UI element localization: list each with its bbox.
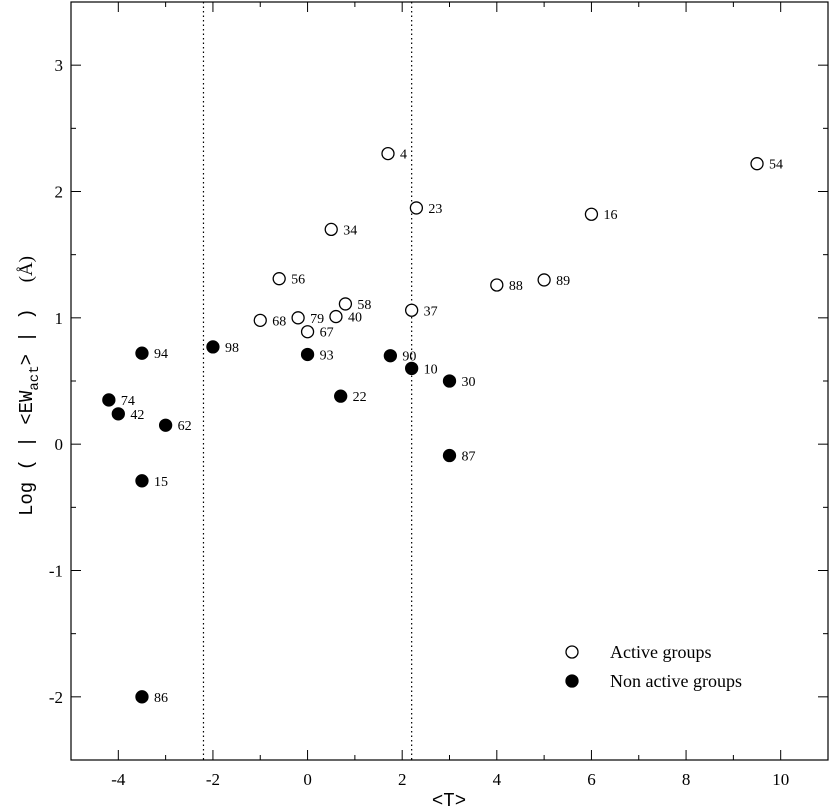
x-tick-label: 2	[398, 770, 407, 789]
active-group-point	[324, 222, 338, 237]
point-label: 54	[769, 158, 783, 173]
point-label: 87	[462, 450, 476, 465]
point-label: 37	[424, 304, 438, 319]
y-tick-label: 2	[55, 183, 64, 202]
non-active-group-point	[442, 448, 457, 463]
active-group-point	[750, 157, 764, 171]
y-tick-label: 1	[55, 309, 64, 328]
non-active-group-point	[334, 389, 348, 403]
legend: Active groups Non active groups	[565, 642, 742, 691]
point-label: 58	[357, 298, 371, 313]
active-group-point	[329, 309, 343, 324]
active-group-point	[537, 273, 551, 287]
x-tick-label: 4	[493, 770, 502, 789]
y-axis-label-subscript: act	[27, 365, 43, 390]
active-group-point	[253, 313, 267, 328]
point-label: 56	[291, 273, 305, 288]
legend-filled-circle-marker	[565, 674, 579, 688]
non-active-group-point	[383, 349, 398, 363]
non-active-group-point	[102, 393, 116, 407]
point-label: 86	[154, 691, 168, 706]
point-label: 40	[348, 311, 362, 326]
non-active-group-point	[135, 690, 149, 704]
point-label: 16	[603, 208, 617, 223]
point-label: 15	[154, 475, 168, 490]
x-axis-label: <T>	[432, 790, 466, 809]
non-active-group-point	[111, 407, 125, 421]
non-active-group-point	[135, 346, 149, 360]
active-group-point	[409, 201, 424, 215]
point-label: 89	[556, 274, 570, 289]
point-label: 62	[178, 419, 192, 434]
x-tick-label: 6	[587, 770, 596, 789]
point-label: 94	[154, 347, 168, 362]
point-label: 90	[402, 350, 416, 365]
point-label: 67	[320, 326, 334, 341]
point-label: 98	[225, 341, 239, 356]
non-active-group-point	[404, 361, 419, 376]
point-label: 88	[509, 279, 523, 294]
y-tick-label: 0	[55, 435, 64, 454]
y-axis-unit: (Å)	[16, 256, 37, 282]
active-group-point	[490, 278, 504, 292]
y-tick-label: -1	[49, 562, 63, 581]
x-tick-label: 10	[772, 770, 789, 789]
x-tick-label: -4	[111, 770, 126, 789]
point-label: 34	[343, 223, 357, 238]
y-axis-label-suffix: > | )	[16, 308, 38, 365]
active-group-point	[338, 297, 353, 311]
point-label: 79	[310, 312, 324, 327]
data-points: 4 54 23 16 34 56 89 88 58 37 40 79 68 67 98 94 93 90 10 30 2…	[102, 146, 783, 706]
x-tick-label: 8	[682, 770, 691, 789]
point-label: 42	[130, 408, 144, 423]
active-group-point	[404, 303, 419, 317]
y-axis-label: Log ( | <EWact> | ) (Å)	[16, 256, 43, 516]
active-group-point	[300, 325, 315, 339]
non-active-group-point	[300, 347, 315, 362]
point-label: 4	[400, 148, 407, 163]
x-tick-label: -2	[206, 770, 220, 789]
active-group-point	[291, 311, 305, 325]
active-group-point	[272, 272, 286, 286]
point-label: 74	[121, 394, 135, 409]
y-tick-label: 3	[55, 56, 64, 75]
point-label: 23	[428, 202, 442, 217]
point-label: 22	[353, 390, 367, 405]
legend-label-non-active: Non active groups	[610, 671, 742, 691]
active-group-point	[584, 207, 599, 221]
legend-open-circle-marker	[565, 645, 579, 659]
y-axis-label-prefix: Log ( | <EW	[16, 390, 38, 516]
point-label: 68	[272, 314, 286, 329]
vertical-reference-lines	[202, 2, 413, 760]
svg-text:Log ( | <EWact> | )(Å): Log ( | <EWact> | ) (Å)	[16, 256, 43, 516]
legend-label-active: Active groups	[610, 642, 711, 662]
point-label: 30	[462, 375, 476, 390]
point-label: 10	[424, 362, 438, 377]
y-tick-label: -2	[49, 688, 63, 707]
point-label: 93	[320, 348, 334, 363]
non-active-group-point	[135, 474, 149, 488]
non-active-group-point	[442, 374, 457, 388]
x-tick-label: 0	[303, 770, 312, 789]
non-active-group-point	[206, 340, 220, 354]
non-active-group-point	[158, 418, 173, 432]
active-group-point	[381, 146, 395, 161]
